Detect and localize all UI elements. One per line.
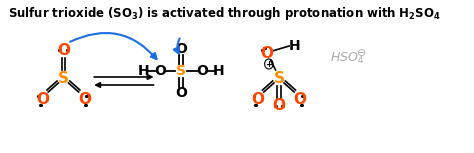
Text: O: O [78, 93, 91, 108]
Text: $HSO_4$: $HSO_4$ [330, 50, 364, 65]
Text: O: O [251, 93, 264, 108]
Text: S: S [58, 71, 69, 86]
Text: $\bf{Sulfur\ trioxide\ (SO_3)\ is\ activated\ through\ protonation\ with\ H_2SO_: $\bf{Sulfur\ trioxide\ (SO_3)\ is\ activ… [9, 5, 441, 22]
Text: O: O [175, 42, 187, 56]
Text: S: S [176, 64, 186, 78]
Text: O: O [196, 64, 208, 78]
Text: H: H [213, 64, 225, 78]
Text: S: S [273, 71, 284, 86]
Text: O: O [57, 43, 70, 58]
Text: O: O [273, 99, 285, 114]
Text: O: O [294, 93, 307, 108]
Text: +: + [265, 60, 273, 69]
Text: H: H [138, 64, 149, 78]
Text: O: O [260, 45, 273, 60]
Text: ⊖: ⊖ [357, 48, 366, 58]
Text: O: O [36, 93, 49, 108]
Text: O: O [154, 64, 166, 78]
Text: H: H [288, 39, 300, 53]
Text: O: O [175, 86, 187, 100]
